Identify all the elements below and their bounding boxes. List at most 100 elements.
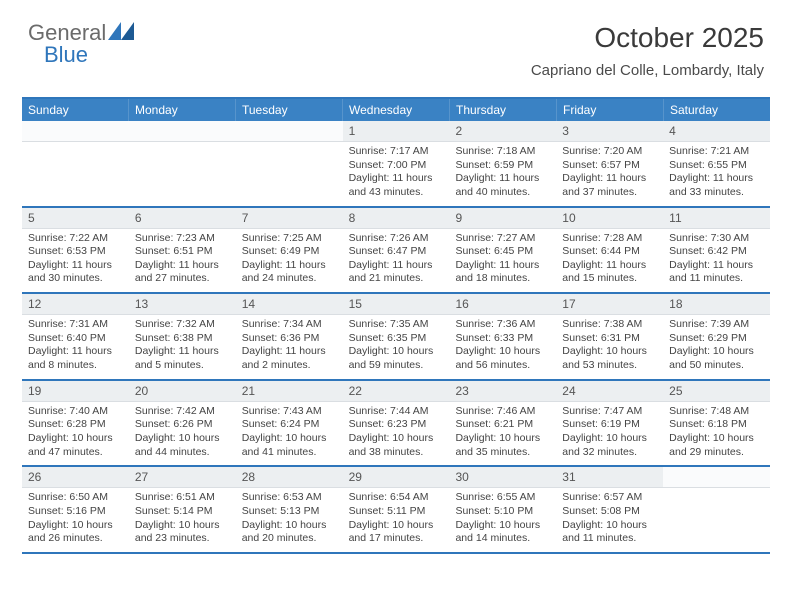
day-number: 1 <box>343 121 450 142</box>
day-number: 24 <box>556 381 663 402</box>
day-cell <box>129 121 236 206</box>
sunrise: Sunrise: 7:36 AM <box>455 318 550 332</box>
day-cell: 5 Sunrise: 7:22 AMSunset: 6:53 PMDaylight… <box>22 208 129 293</box>
day-number: 11 <box>663 208 770 229</box>
day-body: Sunrise: 7:32 AMSunset: 6:38 PMDaylight:… <box>129 315 236 379</box>
day-number: 16 <box>449 294 556 315</box>
sunrise: Sunrise: 7:38 AM <box>562 318 657 332</box>
day-body: Sunrise: 7:39 AMSunset: 6:29 PMDaylight:… <box>663 315 770 379</box>
sunrise: Sunrise: 7:46 AM <box>455 405 550 419</box>
day-number: 17 <box>556 294 663 315</box>
day-body: Sunrise: 6:51 AMSunset: 5:14 PMDaylight:… <box>129 488 236 552</box>
day-cell <box>663 467 770 552</box>
day-number: 22 <box>343 381 450 402</box>
day-cell: 29Sunrise: 6:54 AMSunset: 5:11 PMDayligh… <box>343 467 450 552</box>
day-body: Sunrise: 7:48 AMSunset: 6:18 PMDaylight:… <box>663 402 770 466</box>
day-number: 15 <box>343 294 450 315</box>
daylight: Daylight: 10 hours and 59 minutes. <box>349 345 444 372</box>
day-cell: 15Sunrise: 7:35 AMSunset: 6:35 PMDayligh… <box>343 294 450 379</box>
sunrise: Sunrise: 7:28 AM <box>562 232 657 246</box>
header: General Blue October 2025 Capriano del C… <box>0 0 792 87</box>
daylight: Daylight: 10 hours and 14 minutes. <box>455 519 550 546</box>
day-cell: 22Sunrise: 7:44 AMSunset: 6:23 PMDayligh… <box>343 381 450 466</box>
daylight: Daylight: 10 hours and 20 minutes. <box>242 519 337 546</box>
day-body: Sunrise: 7:42 AMSunset: 6:26 PMDaylight:… <box>129 402 236 466</box>
daylight: Daylight: 11 hours and 24 minutes. <box>242 259 337 286</box>
day-cell: 21Sunrise: 7:43 AMSunset: 6:24 PMDayligh… <box>236 381 343 466</box>
day-number: 27 <box>129 467 236 488</box>
logo-text-blue: Blue <box>44 44 88 66</box>
day-number: 13 <box>129 294 236 315</box>
day-body: Sunrise: 7:43 AMSunset: 6:24 PMDaylight:… <box>236 402 343 466</box>
day-cell: 23Sunrise: 7:46 AMSunset: 6:21 PMDayligh… <box>449 381 556 466</box>
day-cell: 10Sunrise: 7:28 AMSunset: 6:44 PMDayligh… <box>556 208 663 293</box>
day-body: Sunrise: 6:57 AMSunset: 5:08 PMDaylight:… <box>556 488 663 552</box>
daylight: Daylight: 10 hours and 47 minutes. <box>28 432 123 459</box>
daylight: Daylight: 11 hours and 30 minutes. <box>28 259 123 286</box>
day-number: 2 <box>449 121 556 142</box>
daylight: Daylight: 11 hours and 5 minutes. <box>135 345 230 372</box>
daylight: Daylight: 10 hours and 23 minutes. <box>135 519 230 546</box>
day-cell: 14Sunrise: 7:34 AMSunset: 6:36 PMDayligh… <box>236 294 343 379</box>
day-body: Sunrise: 6:55 AMSunset: 5:10 PMDaylight:… <box>449 488 556 552</box>
sunset: Sunset: 6:21 PM <box>455 418 550 432</box>
sunrise: Sunrise: 6:55 AM <box>455 491 550 505</box>
daylight: Daylight: 10 hours and 17 minutes. <box>349 519 444 546</box>
day-body: Sunrise: 7:27 AMSunset: 6:45 PMDaylight:… <box>449 229 556 293</box>
sunrise: Sunrise: 7:27 AM <box>455 232 550 246</box>
sunrise: Sunrise: 7:26 AM <box>349 232 444 246</box>
day-cell: 12Sunrise: 7:31 AMSunset: 6:40 PMDayligh… <box>22 294 129 379</box>
day-number <box>236 121 343 142</box>
daylight: Daylight: 10 hours and 50 minutes. <box>669 345 764 372</box>
sunrise: Sunrise: 7:22 AM <box>28 232 123 246</box>
day-body: Sunrise: 7:44 AMSunset: 6:23 PMDaylight:… <box>343 402 450 466</box>
sunrise: Sunrise: 7:18 AM <box>455 145 550 159</box>
sunset: Sunset: 6:18 PM <box>669 418 764 432</box>
day-cell: 27Sunrise: 6:51 AMSunset: 5:14 PMDayligh… <box>129 467 236 552</box>
day-cell: 3Sunrise: 7:20 AMSunset: 6:57 PMDaylight… <box>556 121 663 206</box>
day-number: 23 <box>449 381 556 402</box>
sunset: Sunset: 6:19 PM <box>562 418 657 432</box>
daylight: Daylight: 10 hours and 32 minutes. <box>562 432 657 459</box>
sunrise: Sunrise: 6:57 AM <box>562 491 657 505</box>
day-cell: 4Sunrise: 7:21 AMSunset: 6:55 PMDaylight… <box>663 121 770 206</box>
day-number: 6 <box>129 208 236 229</box>
day-number: 5 <box>22 208 129 229</box>
sunset: Sunset: 6:59 PM <box>455 159 550 173</box>
sunset: Sunset: 5:14 PM <box>135 505 230 519</box>
daylight: Daylight: 10 hours and 29 minutes. <box>669 432 764 459</box>
daylight: Daylight: 11 hours and 37 minutes. <box>562 172 657 199</box>
day-body: Sunrise: 6:50 AMSunset: 5:16 PMDaylight:… <box>22 488 129 552</box>
sunrise: Sunrise: 7:44 AM <box>349 405 444 419</box>
day-body: Sunrise: 7:18 AMSunset: 6:59 PMDaylight:… <box>449 142 556 206</box>
sunrise: Sunrise: 7:48 AM <box>669 405 764 419</box>
sunrise: Sunrise: 7:31 AM <box>28 318 123 332</box>
day-body: Sunrise: 7:20 AMSunset: 6:57 PMDaylight:… <box>556 142 663 206</box>
day-number: 12 <box>22 294 129 315</box>
day-cell: 8Sunrise: 7:26 AMSunset: 6:47 PMDaylight… <box>343 208 450 293</box>
day-cell: 28Sunrise: 6:53 AMSunset: 5:13 PMDayligh… <box>236 467 343 552</box>
day-body <box>129 142 236 202</box>
day-body: Sunrise: 7:46 AMSunset: 6:21 PMDaylight:… <box>449 402 556 466</box>
day-cell: 7Sunrise: 7:25 AMSunset: 6:49 PMDaylight… <box>236 208 343 293</box>
day-cell: 26Sunrise: 6:50 AMSunset: 5:16 PMDayligh… <box>22 467 129 552</box>
sunset: Sunset: 5:08 PM <box>562 505 657 519</box>
sunrise: Sunrise: 7:34 AM <box>242 318 337 332</box>
day-cell: 25Sunrise: 7:48 AMSunset: 6:18 PMDayligh… <box>663 381 770 466</box>
logo-mark-icon <box>108 22 134 43</box>
day-number: 19 <box>22 381 129 402</box>
sunrise: Sunrise: 7:43 AM <box>242 405 337 419</box>
title-block: October 2025 Capriano del Colle, Lombard… <box>531 22 764 79</box>
day-number <box>663 467 770 488</box>
sunset: Sunset: 6:53 PM <box>28 245 123 259</box>
dow-sunday: Sunday <box>22 99 129 121</box>
daylight: Daylight: 10 hours and 44 minutes. <box>135 432 230 459</box>
day-number: 20 <box>129 381 236 402</box>
daylight: Daylight: 10 hours and 41 minutes. <box>242 432 337 459</box>
day-number: 28 <box>236 467 343 488</box>
day-body: Sunrise: 7:36 AMSunset: 6:33 PMDaylight:… <box>449 315 556 379</box>
day-body: Sunrise: 7:25 AMSunset: 6:49 PMDaylight:… <box>236 229 343 293</box>
sunrise: Sunrise: 7:17 AM <box>349 145 444 159</box>
day-number: 21 <box>236 381 343 402</box>
day-of-week-row: SundayMondayTuesdayWednesdayThursdayFrid… <box>22 99 770 121</box>
